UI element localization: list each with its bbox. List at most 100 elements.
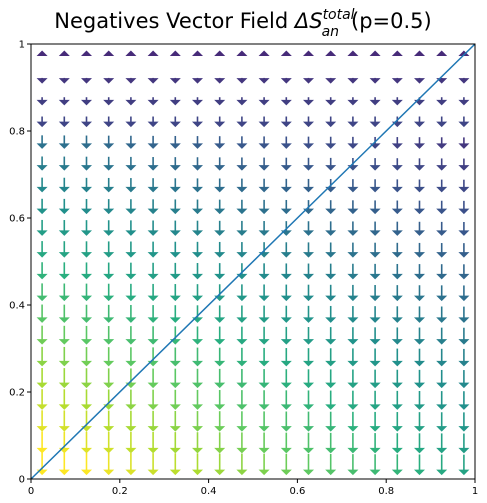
vector-arrow [147,97,159,106]
vector-arrow [125,116,137,128]
vector-arrow [103,283,115,302]
vector-arrow [458,221,470,236]
vector-arrow [414,137,425,149]
vector-arrow [347,221,359,236]
vector-arrow [391,50,403,57]
vector-arrow [369,454,381,476]
vector-arrow [391,97,403,106]
vector-arrow [436,116,448,128]
vector-arrow [391,158,403,171]
vector-arrow [303,77,314,84]
vector-arrow [36,410,48,432]
vector-arrow [458,97,470,106]
vector-arrow [391,137,403,149]
vector-arrow [280,348,292,367]
vector-arrow [214,432,226,454]
vector-arrow [214,77,226,84]
vector-arrow [103,368,115,389]
vector-arrow [325,242,337,258]
vector-arrow [347,97,359,106]
vector-arrow [147,431,159,454]
vector-arrow [347,200,359,215]
vector-arrow [369,348,381,367]
vector-arrow [458,116,470,128]
vector-arrow [214,199,226,215]
vector-arrow [436,348,448,367]
vector-arrow [391,179,403,193]
vector-arrow [414,179,425,193]
vector-arrow [325,432,337,454]
vector-arrow [414,348,425,367]
vector-arrow [258,199,270,215]
vector-arrow [369,263,381,280]
vector-arrow [303,157,314,171]
vector-arrow [103,135,115,149]
vector-arrow [125,77,137,84]
vector-arrow [192,368,203,389]
vector-arrow [58,368,70,389]
vector-arrow [192,411,203,432]
vector-arrow [436,264,448,280]
vector-arrow [258,116,270,128]
vector-arrow [325,116,337,128]
vector-arrow [169,305,181,323]
vector-arrow [125,410,137,432]
y-tick-label: 0.6 [9,214,25,225]
vector-arrow [81,50,92,57]
vector-arrow [303,136,314,149]
vector-arrow [347,411,359,432]
vector-arrow [81,452,92,476]
vector-arrow [236,368,248,389]
vector-arrow [391,454,403,476]
vector-arrow [103,304,115,323]
vector-arrow [347,369,359,389]
vector-arrow [147,50,159,57]
vector-arrow [81,116,92,128]
vector-arrow [147,77,159,84]
vector-arrow [280,157,292,171]
y-tick-label: 0 [19,475,25,486]
vector-arrow [303,432,314,454]
vector-arrow [414,200,425,215]
axis-ticks: 0 0.2 0.4 0.6 0.8 1 0 0.2 0.4 0.6 0.8 1 [9,40,478,498]
vector-arrow [192,199,203,215]
vector-arrow [103,97,115,106]
vector-arrow [280,199,292,215]
vector-arrow [169,157,181,171]
vector-arrow [414,221,425,236]
vector-arrow [169,284,181,302]
vector-arrow [58,97,70,106]
vector-arrow [369,179,381,193]
vector-arrow [303,116,314,128]
vector-arrow [369,433,381,454]
vector-arrow [280,178,292,193]
title-subscript: an [322,24,339,40]
vector-arrow [192,389,203,410]
vector-arrow [325,411,337,432]
vector-arrow [36,219,48,236]
vector-arrow [236,136,248,149]
vector-arrow [258,411,270,432]
vector-arrow [58,198,70,215]
vector-arrow [147,178,159,193]
vector-arrow [280,453,292,476]
vector-arrow [81,135,92,149]
vector-arrow [81,220,92,236]
vector-arrow [236,199,248,215]
vector-arrow [36,116,48,128]
vector-arrow [125,241,137,258]
vector-arrow [214,263,226,280]
vector-arrow [458,370,470,389]
vector-arrow [303,348,314,367]
vector-arrow [103,199,115,215]
vector-arrow [391,348,403,367]
vector-arrow [325,200,337,215]
vector-arrow [58,452,70,476]
vector-arrow [347,390,359,410]
vector-arrow [280,136,292,149]
vector-arrow [169,97,181,106]
vector-arrow [169,77,181,84]
vector-arrow [236,453,248,476]
title-superscript: total [323,7,355,23]
vector-arrow [81,347,92,367]
